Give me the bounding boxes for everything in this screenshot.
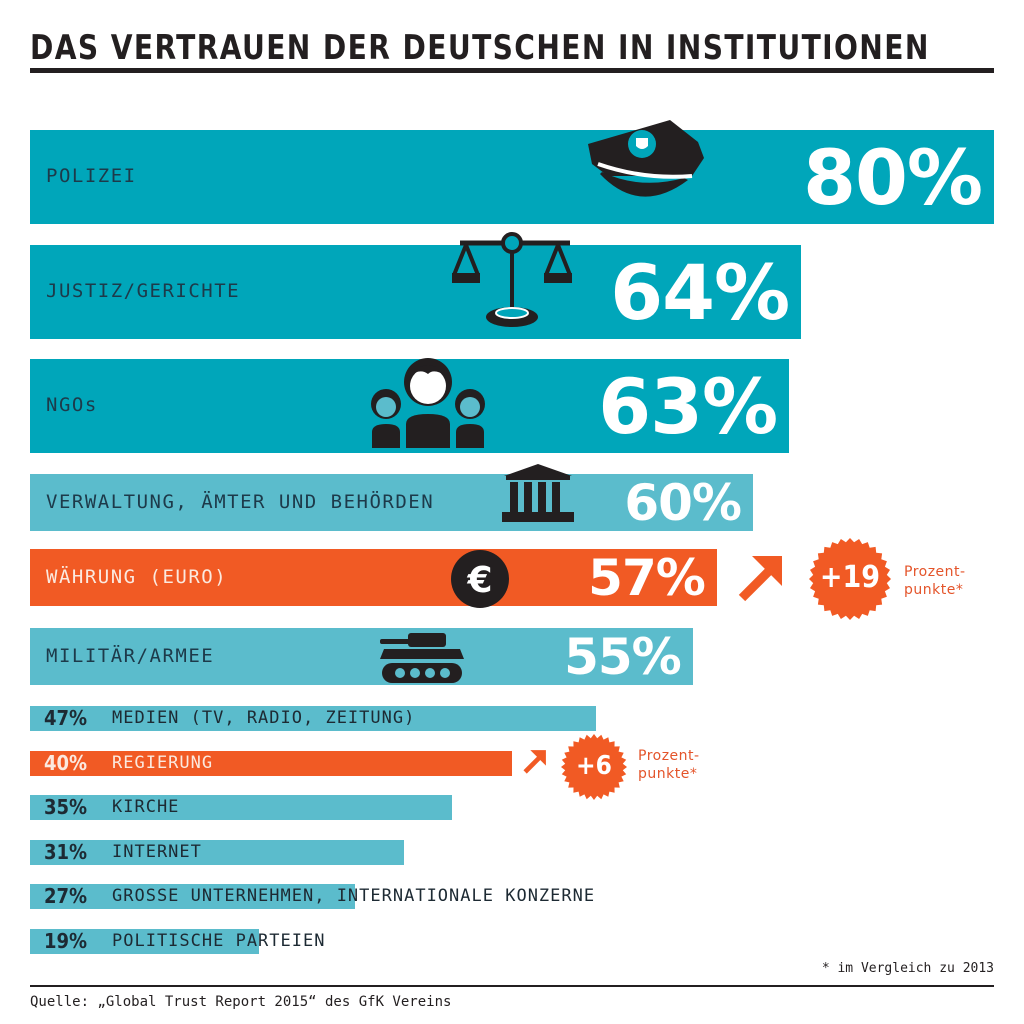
value-label: 55% — [564, 627, 682, 686]
value-label: 57% — [588, 548, 706, 607]
tank-icon — [378, 629, 466, 689]
people-group-icon — [370, 354, 490, 452]
bar-5 — [30, 628, 693, 685]
government-building-icon — [500, 462, 576, 528]
bar-4 — [30, 549, 717, 606]
change-badge — [808, 537, 892, 625]
bar-9 — [30, 840, 404, 865]
value-label: 63% — [598, 361, 778, 451]
change-badge — [560, 733, 628, 805]
arrow-up-right-icon — [736, 552, 786, 606]
category-label: MEDIEN (TV, RADIO, ZEITUNG) — [112, 708, 416, 728]
change-value: +6 — [576, 750, 612, 781]
change-value: +19 — [819, 560, 881, 596]
bar-8 — [30, 795, 452, 820]
bar-0 — [30, 130, 994, 224]
category-label: JUSTIZ/GERICHTE — [46, 280, 241, 302]
bar-11 — [30, 929, 259, 954]
category-label: REGIERUNG — [112, 753, 214, 773]
bar-1 — [30, 245, 802, 339]
category-label: NGOs — [46, 394, 98, 416]
scales-of-justice-icon — [450, 231, 580, 335]
category-label: KIRCHE — [112, 797, 180, 817]
value-label: 60% — [624, 473, 742, 532]
footnote: * im Vergleich zu 2013 — [821, 961, 994, 976]
bar-3 — [30, 474, 753, 531]
bar-10 — [30, 884, 356, 909]
value-label: 80% — [803, 132, 983, 222]
title-underline — [30, 68, 994, 73]
value-label: 47% — [44, 706, 88, 730]
category-label: WÄHRUNG (EURO) — [46, 565, 228, 588]
change-unit-line2: punkte* — [904, 582, 964, 598]
value-label: 40% — [44, 751, 88, 775]
value-label: 27% — [44, 884, 88, 908]
value-label: 19% — [44, 929, 88, 953]
value-label: 64% — [610, 247, 790, 337]
chart-title: DAS VERTRAUEN DER DEUTSCHEN IN INSTITUTI… — [30, 28, 930, 68]
change-unit-line2: punkte* — [638, 766, 698, 782]
category-label: POLIZEI — [46, 165, 137, 187]
bar-7 — [30, 751, 512, 776]
police-cap-icon — [580, 118, 710, 212]
value-label: 31% — [44, 840, 88, 864]
arrow-up-right-icon — [522, 748, 548, 778]
change-unit-line1: Prozent- — [638, 748, 700, 764]
category-label: INTERNET — [112, 842, 202, 862]
category-label: POLITISCHE PARTEIEN — [112, 931, 326, 951]
category-label: VERWALTUNG, ÄMTER UND BEHÖRDEN — [46, 490, 435, 513]
svg-text:€: € — [466, 560, 492, 601]
source-note: Quelle: „Global Trust Report 2015“ des G… — [30, 994, 452, 1010]
change-unit-line1: Prozent- — [904, 564, 966, 580]
footer-divider — [30, 985, 994, 987]
euro-coin-icon: € — [450, 549, 510, 613]
category-label: GROSSE UNTERNEHMEN, INTERNATIONALE KONZE… — [112, 886, 596, 906]
bar-6 — [30, 706, 597, 731]
value-label: 35% — [44, 795, 88, 819]
category-label: MILITÄR/ARMEE — [46, 644, 215, 667]
